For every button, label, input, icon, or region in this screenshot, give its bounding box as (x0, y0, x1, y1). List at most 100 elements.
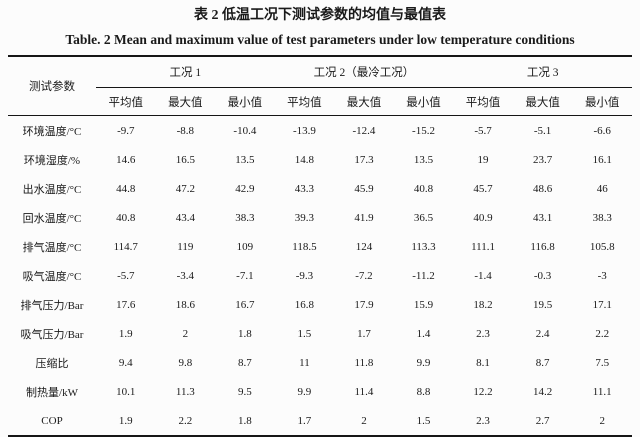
column-header-parameter: 测试参数 (8, 56, 96, 116)
value-cell: 1.9 (118, 414, 133, 427)
subheader-row: 平均值 最大值 最小值 平均值 最大值 最小值 平均值 最大值 最小值 (8, 87, 632, 116)
value-cell: 13.5 (235, 153, 255, 166)
table-row: 吸气压力/Bar 1.9 2 1.8 1.5 1.7 1.4 2.3 2.4 2.2 (8, 319, 632, 348)
value-cell: 119 (177, 240, 194, 253)
column-header-max: 最大值 (334, 87, 394, 116)
value-cell: 40.9 (473, 211, 493, 224)
value-cell: -3 (597, 269, 607, 282)
value-cell: -7.1 (236, 269, 254, 282)
value-cell: 1.5 (416, 414, 431, 427)
row-label: 吸气温度/°C (22, 270, 82, 283)
value-cell: 9.9 (416, 356, 431, 369)
value-cell: -13.9 (292, 124, 316, 137)
value-cell: 18.2 (473, 298, 493, 311)
value-cell: 2.2 (595, 327, 610, 340)
column-header-mean: 平均值 (96, 87, 156, 116)
row-label: 排气压力/Bar (20, 299, 84, 312)
value-cell: 9.4 (118, 356, 133, 369)
table-row: 压缩比 9.4 9.8 8.7 11 11.8 9.9 8.1 8.7 7.5 (8, 348, 632, 377)
value-cell: 1.8 (237, 414, 252, 427)
column-header-min: 最小值 (393, 87, 454, 116)
table-body: 环境温度/°C -9.7 -8.8 -10.4 -13.9 -12.4 -15.2 -5.7 -… (8, 116, 632, 437)
table-row: 吸气温度/°C -5.7 -3.4 -7.1 -9.3 -7.2 -11.2 -1.4 -0.3… (8, 261, 632, 290)
value-cell: -8.8 (176, 124, 195, 137)
table-row: 回水温度/°C 40.8 43.4 38.3 39.3 41.9 36.5 40.9 43.1 3… (8, 203, 632, 232)
table-row: 排气压力/Bar 17.6 18.6 16.7 16.8 17.9 15.9 18.2 19.5… (8, 290, 632, 319)
value-cell: 13.5 (413, 153, 434, 166)
value-cell: 2.7 (535, 414, 550, 427)
value-cell: -11.2 (412, 269, 435, 282)
value-cell: 11.1 (592, 385, 612, 398)
table-header: 测试参数 工况 1 工况 2（最冷工况） 工况 3 平均值 最大值 最小值 平均… (8, 56, 632, 116)
value-cell: 48.6 (532, 182, 553, 195)
value-cell: 19.5 (532, 298, 553, 311)
value-cell: 42.9 (235, 182, 255, 195)
value-cell: -7.2 (355, 269, 373, 282)
column-header-min: 最小值 (572, 87, 632, 116)
value-cell: 1.8 (237, 327, 252, 340)
value-cell: -10.4 (233, 124, 257, 137)
value-cell: 11.8 (354, 356, 374, 369)
row-label: 压缩比 (35, 357, 69, 370)
value-cell: 17.6 (116, 298, 136, 311)
value-cell: 113.3 (411, 240, 436, 253)
value-cell: 17.1 (592, 298, 612, 311)
column-header-condition-2: 工况 2（最冷工况） (274, 56, 454, 88)
value-cell: 9.5 (237, 385, 252, 398)
value-cell: 43.4 (175, 211, 195, 224)
value-cell: 17.9 (354, 298, 374, 311)
column-header-min: 最小值 (215, 87, 275, 116)
column-header-mean: 平均值 (274, 87, 335, 116)
table-row: 排气温度/°C 114.7 119 109 118.5 124 113.3 111.1 116.… (8, 232, 632, 261)
value-cell: -0.3 (533, 269, 552, 282)
value-cell: 2.4 (535, 327, 550, 340)
value-cell: 43.1 (532, 211, 553, 224)
value-cell: 14.6 (116, 153, 136, 166)
value-cell: -5.7 (117, 269, 135, 282)
value-cell: 43.3 (294, 182, 315, 195)
value-cell: 45.7 (473, 182, 493, 195)
group-header-row: 测试参数 工况 1 工况 2（最冷工况） 工况 3 (8, 56, 632, 116)
value-cell: 11 (299, 356, 310, 369)
value-cell: 14.2 (532, 385, 553, 398)
value-cell: 2.3 (476, 414, 490, 427)
value-cell: 2 (361, 414, 367, 427)
value-cell: 36.5 (413, 211, 434, 224)
value-cell: 14.8 (294, 153, 315, 166)
value-cell: 9.8 (178, 356, 193, 369)
value-cell: 17.3 (354, 153, 374, 166)
row-label: 出水温度/°C (22, 183, 82, 196)
value-cell: 16.5 (175, 153, 195, 166)
value-cell: 8.7 (535, 356, 550, 369)
value-cell: 47.2 (175, 182, 195, 195)
value-cell: 8.1 (476, 356, 490, 369)
value-cell: 15.9 (413, 298, 434, 311)
test-parameters-table: 测试参数 工况 1 工况 2（最冷工况） 工况 3 平均值 最大值 最小值 平均… (8, 55, 632, 437)
value-cell: 16.1 (592, 153, 612, 166)
value-cell: 38.3 (592, 211, 612, 224)
row-label: COP (41, 414, 63, 427)
value-cell: -9.7 (117, 124, 135, 137)
value-cell: 116.8 (530, 240, 555, 253)
value-cell: -5.7 (474, 124, 492, 137)
row-label: 制热量/kW (26, 386, 78, 399)
value-cell: 19 (477, 153, 489, 166)
value-cell: -15.2 (412, 124, 435, 137)
value-cell: 7.5 (595, 356, 610, 369)
value-cell: 118.5 (292, 240, 317, 253)
value-cell: -12.4 (352, 124, 376, 137)
value-cell: 39.3 (294, 211, 315, 224)
table-caption-chinese: 表 2 低温工况下测试参数的均值与最值表 (194, 8, 446, 23)
column-header-condition-1: 工况 1 (96, 56, 275, 88)
value-cell: -6.6 (593, 124, 611, 137)
value-cell: 2.3 (476, 327, 490, 340)
value-cell: 16.7 (235, 298, 255, 311)
table-caption-english: Table. 2 Mean and maximum value of test … (65, 32, 575, 47)
table-row: 环境湿度/% 14.6 16.5 13.5 14.8 17.3 13.5 19 23.7 16.1 (8, 145, 632, 174)
value-cell: 10.1 (116, 385, 136, 398)
value-cell: 11.3 (175, 385, 195, 398)
value-cell: 46 (596, 182, 608, 195)
value-cell: 44.8 (116, 182, 136, 195)
value-cell: 8.7 (237, 356, 252, 369)
value-cell: 45.9 (354, 182, 374, 195)
